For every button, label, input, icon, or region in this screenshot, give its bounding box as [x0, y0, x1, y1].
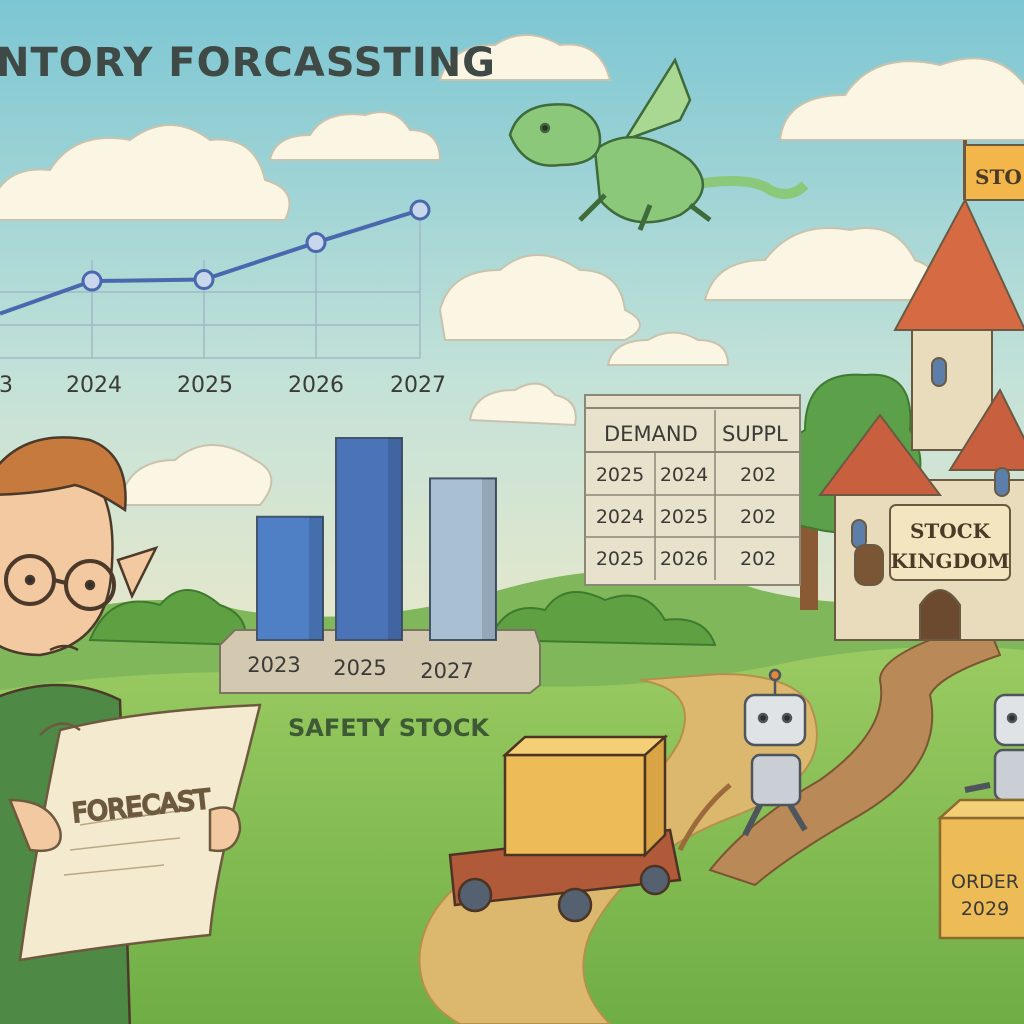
cloud [778, 57, 1024, 141]
bar-chart: 2023 2025 2027 [219, 437, 541, 694]
robot-body [750, 753, 802, 807]
line-point-2025 [193, 269, 215, 291]
elf-ear [116, 545, 159, 600]
line-tick-label: 2027 [390, 373, 446, 398]
line-tick-label: 2026 [288, 373, 344, 398]
cloud [468, 382, 577, 427]
table-header-supply: SUPPL [722, 422, 788, 446]
cloud [268, 111, 442, 161]
robot-2 [964, 693, 1024, 802]
castle-gate [919, 589, 961, 641]
bar-shade [309, 516, 323, 640]
castle-flag [964, 144, 1024, 201]
bar-tick-label: 2027 [420, 659, 473, 683]
clouds [0, 34, 1024, 506]
plank-road [708, 628, 1002, 887]
robot [677, 668, 808, 852]
line-point-2024 [81, 270, 103, 292]
line-tick-label: 3 [0, 373, 13, 398]
bar-2023 [256, 515, 324, 642]
scroll-paper [18, 703, 262, 962]
bar-tick-label: 2023 [247, 653, 300, 677]
cloud [0, 124, 291, 221]
cloud [703, 227, 939, 301]
table-cell: 2025 [660, 506, 708, 528]
table-cell: 2025 [596, 548, 644, 570]
table-cell: 202 [740, 548, 776, 570]
line-point-2026 [305, 232, 327, 254]
forecast-scroll: FORECAST [8, 703, 262, 962]
cloud [438, 254, 641, 341]
table-panel [584, 394, 801, 586]
bar-2025 [335, 437, 403, 641]
table-cell: 2024 [660, 464, 708, 486]
table-header-demand: DEMAND [604, 422, 698, 446]
castle [818, 140, 1024, 641]
robot-head [743, 693, 807, 747]
table-board: DEMAND SUPPL 2025 2024 202 2024 2025 202 2025 2… [584, 394, 801, 586]
bar-tick-label: 2025 [333, 656, 386, 680]
castle-sign [889, 504, 1011, 581]
cloud [606, 331, 730, 366]
line-chart: 3 2024 2025 2026 2027 [0, 199, 446, 398]
line-point-2027 [409, 199, 431, 221]
bar-2027 [429, 477, 497, 641]
hall-roof-right [948, 387, 1024, 471]
elf-hair [0, 436, 127, 513]
cart [448, 734, 682, 923]
tower-roof [893, 197, 1024, 331]
cloud [119, 444, 273, 506]
order-box [936, 798, 1024, 940]
hall-roof-left [818, 413, 942, 496]
dragon-body [593, 135, 705, 224]
scene-title: NTORY FORCASSTING [0, 40, 497, 86]
table-cell: 2024 [596, 506, 644, 528]
cloud [438, 34, 612, 81]
table-cell: 2026 [660, 548, 708, 570]
dragon [508, 57, 809, 231]
dragon-head [508, 103, 602, 167]
line-tick-label: 2024 [66, 373, 122, 398]
dragon-tail [689, 176, 809, 199]
bar-shade [482, 478, 496, 640]
table-cell: 202 [740, 506, 776, 528]
cart-box [503, 753, 647, 857]
dragon-wing [622, 57, 692, 143]
bar-shade [388, 438, 402, 640]
line-tick-label: 2025 [177, 373, 233, 398]
bush [88, 589, 247, 647]
table-cell: 202 [740, 464, 776, 486]
bush [488, 591, 717, 647]
table-cell: 2025 [596, 464, 644, 486]
